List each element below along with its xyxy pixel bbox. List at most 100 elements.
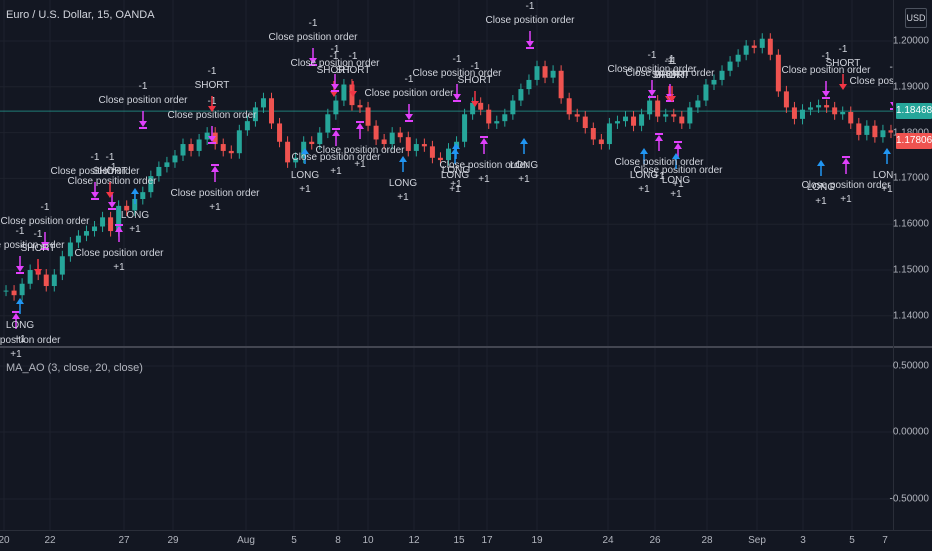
trade-marker-long[interactable]: LONG+1: [510, 138, 539, 185]
symbol-title[interactable]: Euro / U.S. Dollar, 15, OANDA: [6, 9, 155, 21]
trade-marker-short[interactable]: SHORT-1: [826, 44, 861, 90]
trade-marker-long[interactable]: LONG+1: [807, 160, 836, 207]
candle-body: [156, 166, 162, 177]
trade-qty: -1: [108, 162, 117, 173]
trade-marker-close[interactable]: Close position order+1: [75, 224, 165, 273]
trade-qty: +1: [10, 349, 22, 360]
candle-body: [663, 114, 669, 117]
trade-marker-close[interactable]: Close position order+1: [440, 136, 530, 185]
trade-marker-long[interactable]: LONG+1: [121, 188, 150, 235]
trade-label: Close position order: [615, 157, 705, 168]
candle-body: [269, 98, 275, 124]
trade-qty: +1: [815, 196, 827, 207]
trade-marker-short[interactable]: SHORT-1: [93, 152, 128, 198]
trade-label: Close position order: [68, 176, 158, 187]
trade-qty: +1: [670, 189, 682, 200]
price-tick-label: 1.16000: [892, 218, 929, 230]
trade-marker-close[interactable]: Close position order+1: [634, 141, 724, 190]
trade-marker-close[interactable]: Close position order+1: [802, 156, 892, 205]
candle-body: [864, 125, 870, 135]
trade-marker-short[interactable]: SHORT-1: [21, 229, 56, 275]
trade-label: Close position order: [634, 165, 724, 176]
trade-marker-long[interactable]: LONG+1: [441, 148, 470, 195]
trade-qty: +1: [397, 192, 409, 203]
time-tick-label: 20: [0, 535, 10, 546]
trade-marker-long[interactable]: LONG+1: [389, 156, 418, 203]
trade-qty: +1: [840, 194, 852, 205]
trade-marker-long[interactable]: LONG+1: [662, 153, 691, 200]
candle-body: [148, 176, 154, 193]
candle-body: [880, 130, 886, 138]
trade-marker-close[interactable]: Close position order-1: [413, 54, 503, 102]
indicator-title[interactable]: MA_AO (3, close, 20, close): [6, 362, 143, 374]
trade-label: SHORT: [195, 80, 230, 91]
trade-marker-short[interactable]: SHORT-1: [458, 61, 493, 107]
trade-qty: -1: [91, 152, 100, 163]
candle-body: [711, 79, 717, 85]
price-tick-label: 1.17000: [892, 172, 929, 184]
candle-body: [816, 105, 822, 108]
candle-body: [220, 144, 226, 151]
candle-body: [357, 105, 363, 108]
trade-marker-close[interactable]: Close position order-1: [608, 50, 698, 98]
candle-body: [333, 100, 339, 115]
candle-body: [236, 130, 242, 154]
trade-marker-close[interactable]: Close position order-1: [0, 226, 65, 274]
candle-body: [799, 109, 805, 119]
trade-marker-close[interactable]: Close position order-1: [51, 152, 141, 200]
trade-marker-long[interactable]: LONG+1: [630, 148, 659, 195]
trade-marker-close[interactable]: Close position order+1: [292, 128, 382, 177]
time-tick-label: 7: [882, 535, 888, 546]
trade-marker-close[interactable]: Close position order-1: [486, 1, 576, 49]
trade-marker-long[interactable]: LONG+1: [6, 298, 35, 345]
trade-label: Close position order: [413, 68, 503, 79]
trade-marker-close[interactable]: Close position order-1: [1, 202, 91, 250]
candle-body: [252, 107, 258, 122]
pane-separator[interactable]: [0, 346, 932, 348]
trade-qty: +1: [14, 334, 26, 345]
candle-body: [405, 137, 411, 151]
trade-marker-close[interactable]: Close position order-1: [99, 81, 189, 129]
time-tick-label: 19: [531, 535, 543, 546]
candle-body: [421, 144, 427, 147]
trade-marker-long[interactable]: LONG +1: [291, 148, 320, 195]
candle-body: [582, 116, 588, 129]
candle-body: [341, 84, 347, 101]
trade-qty: -1: [330, 51, 339, 62]
trade-label: Close position order: [0, 335, 61, 346]
trade-marker-close[interactable]: Close position order-1: [850, 62, 893, 110]
trade-label: SHORT: [826, 58, 861, 69]
candle-body: [67, 242, 73, 257]
trade-marker-close[interactable]: Close position order+1: [316, 121, 406, 170]
trade-marker-close[interactable]: Close position order+1: [615, 133, 705, 182]
candle-body: [11, 290, 17, 296]
trade-qty: +1: [450, 179, 462, 190]
oscillator-tick-label: 0.00000: [892, 426, 929, 438]
trade-marker-short[interactable]: SHORT-1: [655, 56, 690, 102]
currency-button[interactable]: USD: [905, 8, 927, 28]
trade-marker-close[interactable]: Close position order+1: [0, 311, 61, 360]
trade-marker-close[interactable]: Close position order-1: [365, 74, 455, 122]
trade-marker-close[interactable]: Close position order-1: [291, 44, 381, 92]
trade-marker-close[interactable]: Close position order-1: [269, 18, 359, 66]
trade-marker-short[interactable]: SHORT-1: [336, 51, 371, 97]
price-tick-label: 1.20000: [892, 35, 929, 47]
trade-label: LONG: [873, 170, 893, 181]
trade-marker-close[interactable]: Close position order-1: [782, 51, 872, 99]
trade-label: Close position order: [316, 145, 406, 156]
time-scale[interactable]: 20 22 27 29 Aug 5 8 10 12 15 17 19 24 26 28 Sep 3 5 7: [0, 530, 932, 551]
candle-body: [309, 141, 315, 145]
trade-qty: -1: [526, 1, 535, 12]
trade-marker-long[interactable]: LONG+1: [873, 148, 893, 195]
trade-marker-short[interactable]: SHORT-1: [195, 66, 230, 112]
trade-marker-close[interactable]: Close position order+1: [171, 164, 261, 213]
trade-qty: +1: [299, 184, 311, 195]
candle-body: [695, 100, 701, 108]
price-scale[interactable]: 1.20000 1.19000 1.18000 1.17000 1.16000 1.150…: [890, 0, 932, 530]
candle-body: [365, 107, 371, 126]
candle-body: [389, 132, 395, 145]
trade-label: LONG: [291, 170, 320, 181]
trade-marker-long[interactable]: LONG+1: [442, 143, 471, 190]
